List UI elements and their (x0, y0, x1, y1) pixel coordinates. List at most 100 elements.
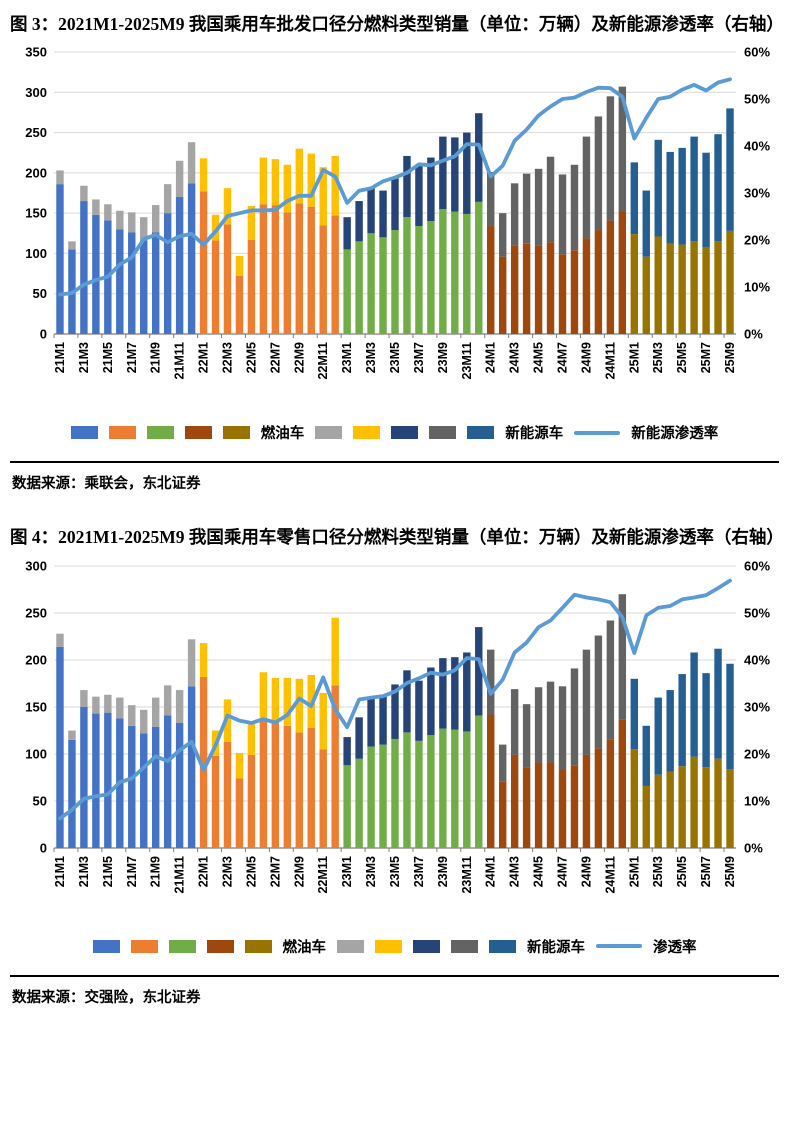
bar-fuel (91, 713, 100, 848)
bar-nev (127, 212, 135, 233)
bar-nev (414, 680, 423, 741)
x-axis-label: 25M7 (699, 856, 713, 887)
x-axis-label: 22M3 (220, 342, 234, 373)
figure-4-chart-area: 0 50 100 150 200 250 300 0% 10% 20% 30% 40% 50% 60% 21… (6, 554, 783, 928)
bar-fuel (725, 231, 734, 335)
bar-nev (689, 652, 698, 757)
bar-fuel (522, 766, 530, 848)
left-axis-tick-label: 50 (32, 793, 46, 808)
x-axis-label: 23M5 (388, 856, 402, 887)
bar-nev (462, 652, 470, 732)
bar-fuel (462, 731, 470, 848)
bar-fuel (498, 256, 506, 335)
bar-nev (319, 692, 327, 749)
bar-fuel (701, 766, 710, 848)
x-axis-label: 23M11 (459, 856, 473, 894)
bar-fuel (606, 220, 614, 335)
legend-fuel-swatch-23 (168, 939, 196, 953)
left-axis-tick-label: 200 (25, 166, 47, 181)
bar-fuel (474, 715, 482, 848)
bar-fuel (414, 740, 423, 848)
legend-nev-swatch-21 (337, 939, 364, 953)
bar-nev (390, 178, 399, 231)
bar-fuel (534, 245, 542, 335)
figure-4-legend: 燃油车 新能源车 渗透率 (6, 928, 783, 967)
left-axis-tick-label: 300 (25, 85, 47, 100)
bar-nev (630, 162, 638, 235)
x-axis-label: 24M1 (483, 342, 497, 373)
bar-fuel (259, 719, 267, 848)
right-axis-tick-label: 60% (744, 45, 770, 60)
bar-fuel (307, 207, 315, 335)
left-axis-tick-label: 100 (25, 246, 47, 261)
bar-fuel (366, 233, 375, 335)
bar-nev (366, 188, 375, 234)
bar-fuel (558, 254, 566, 335)
bar-nev (103, 204, 112, 221)
bar-nev (701, 153, 710, 248)
bar-nev (426, 667, 435, 735)
legend-fuel-label: 燃油车 (282, 939, 327, 956)
bar-fuel (319, 748, 327, 848)
bar-fuel (414, 226, 423, 335)
figure-3-legend: 燃油车 新能源车 新能源渗透率 (6, 414, 783, 453)
bar-nev (486, 649, 494, 715)
bar-fuel (390, 230, 399, 335)
x-axis-label: 21M7 (124, 342, 138, 373)
legend-fuel-swatch-22 (108, 426, 136, 440)
bar-fuel (366, 746, 375, 848)
bar-fuel (665, 244, 674, 335)
bar-nev (259, 671, 267, 720)
x-axis-label: 24M9 (579, 342, 593, 373)
bar-fuel (582, 238, 590, 335)
bar-nev (426, 157, 435, 222)
figure-3-title: 图 3：2021M1-2025M9 我国乘用车批发口径分燃料类型销量（单位：万辆… (10, 14, 784, 34)
bar-fuel (677, 244, 686, 335)
bar-nev (558, 686, 566, 769)
x-axis-label: 24M3 (507, 856, 521, 887)
bar-fuel (486, 714, 494, 848)
bar-nev (115, 211, 124, 230)
x-axis-label: 21M3 (76, 856, 90, 887)
figure-3-chart: 0 50 100 150 200 250 300 350 0% 10% 20% 30% 40% 50% 60… (25, 45, 770, 380)
bar-fuel (271, 722, 279, 848)
bar-nev (223, 188, 231, 225)
x-axis-label: 22M3 (220, 856, 234, 887)
left-axis-tick-label: 150 (25, 206, 47, 221)
bar-nev (654, 697, 662, 775)
bar-nev (546, 157, 554, 243)
x-axis-label: 24M9 (579, 856, 593, 887)
bar-nev (235, 256, 243, 277)
bar-fuel (642, 785, 650, 848)
x-axis-label: 23M7 (411, 856, 425, 887)
bar-fuel (522, 244, 530, 335)
legend-fuel-label: 燃油车 (260, 426, 305, 443)
bar-nev (606, 96, 614, 221)
bar-nev (713, 648, 722, 759)
right-axis-tick-label: 50% (744, 92, 770, 107)
bar-fuel (127, 725, 135, 848)
bar-fuel (330, 215, 339, 335)
bar-fuel (570, 250, 578, 335)
bar-nev (522, 174, 530, 245)
x-axis-label: 22M11 (316, 856, 330, 894)
bar-fuel (139, 240, 147, 335)
bar-fuel (642, 256, 650, 335)
bar-nev (390, 684, 399, 739)
legend-fuel-swatch-24 (206, 939, 234, 953)
x-axis-label: 23M7 (411, 342, 425, 373)
bar-nev (510, 688, 518, 755)
bar-fuel (689, 241, 698, 335)
x-axis-label: 21M5 (100, 856, 114, 887)
x-axis-label: 21M9 (148, 856, 162, 887)
bar-nev (654, 140, 662, 237)
bar-fuel (235, 778, 243, 848)
x-axis-label: 21M1 (52, 342, 66, 373)
figure-3: 图 3：2021M1-2025M9 我国乘用车批发口径分燃料类型销量（单位：万辆… (0, 0, 789, 497)
right-axis-tick-label: 0% (744, 327, 763, 342)
bar-nev (295, 149, 303, 204)
bar-fuel (450, 729, 459, 848)
bar-nev (438, 657, 447, 729)
bar-fuel (701, 247, 710, 335)
bar-nev (330, 617, 339, 686)
